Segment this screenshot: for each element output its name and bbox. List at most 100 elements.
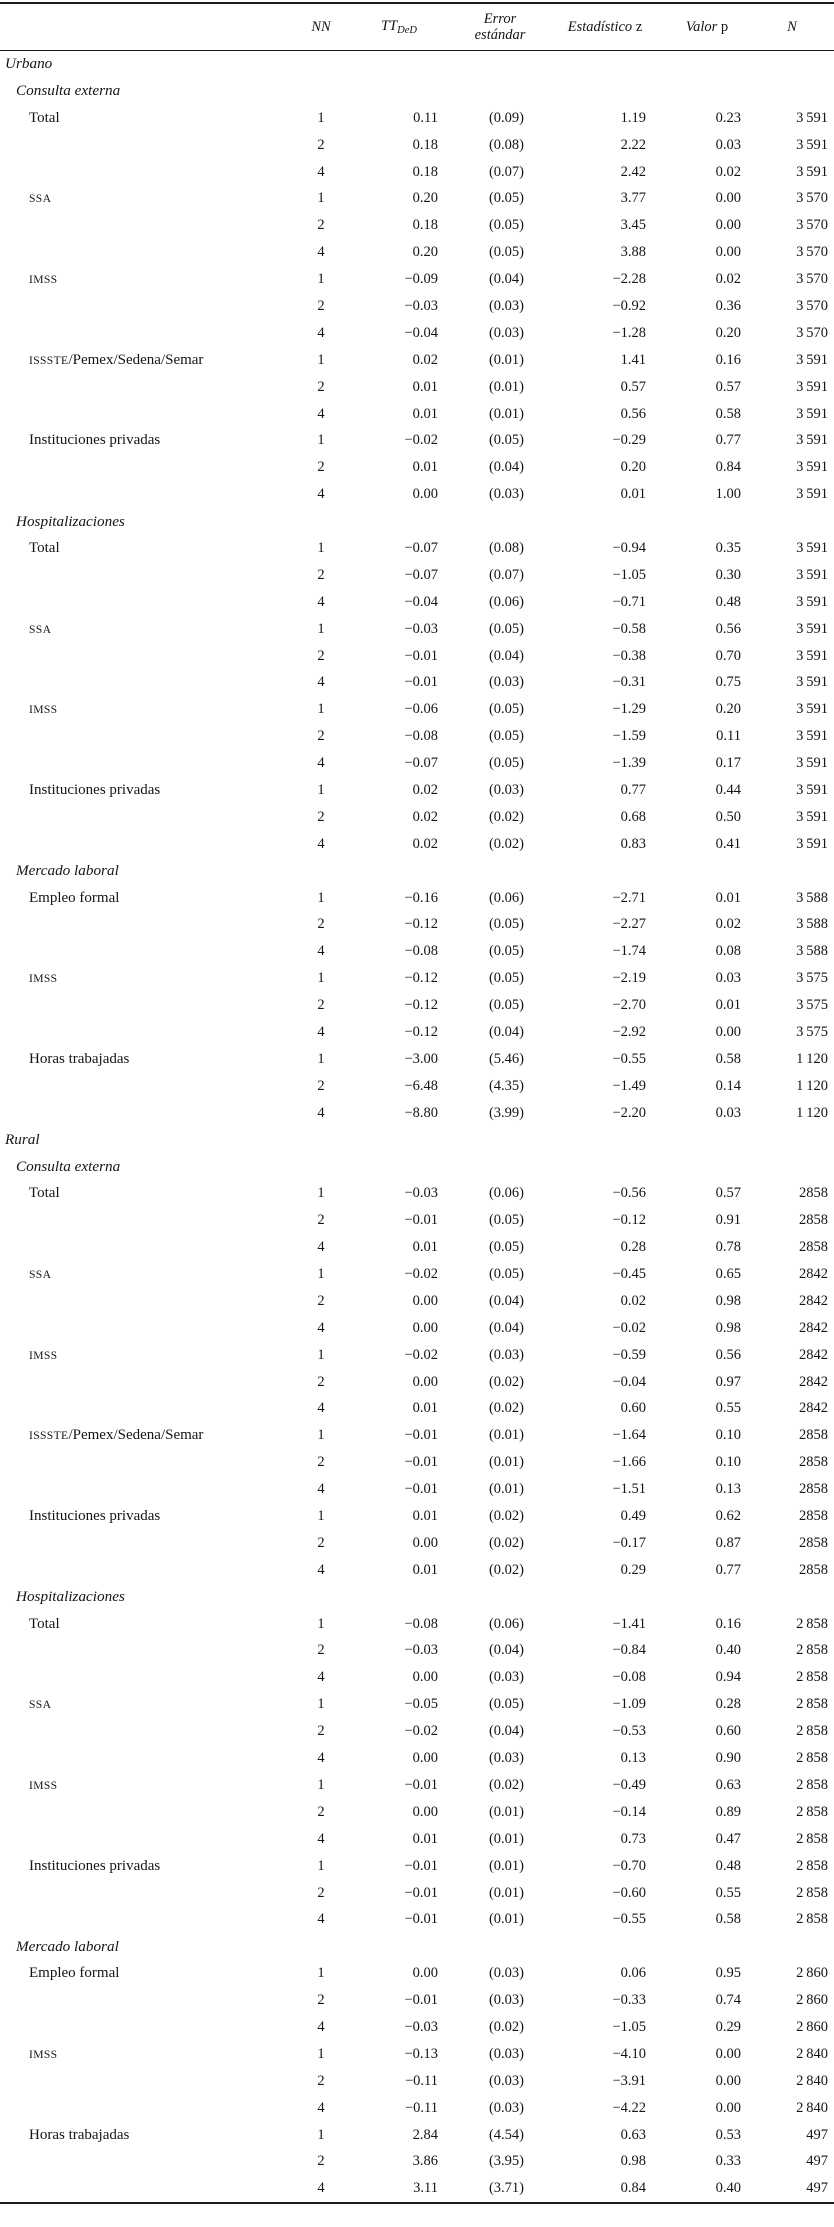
row-label: Total	[0, 535, 298, 562]
subsection-row: Mercado laboral	[0, 858, 834, 885]
cell-n: 3 591	[796, 781, 828, 798]
cell-nn: 2	[317, 297, 325, 314]
cell-se: (0.02)	[488, 1561, 524, 1578]
cell-z: −0.38	[612, 647, 646, 664]
table-row: 2 0.00 (0.02) −0.17 0.87 2858	[0, 1530, 834, 1557]
cell-nn: 4	[317, 1239, 325, 1256]
cell-tt: −0.03	[404, 1185, 438, 1202]
cell-z: −2.92	[612, 1024, 646, 1040]
row-label-text: /Pemex/Sedena/Semar	[68, 1427, 204, 1444]
cell-tt: −0.01	[404, 1427, 438, 1444]
cell-nn: 2	[317, 1534, 325, 1551]
cell-tt: −0.11	[404, 2099, 438, 2116]
cell-z: −0.12	[612, 1212, 646, 1229]
cell-p: 0.03	[715, 136, 741, 153]
row-label: SSA	[0, 1261, 298, 1288]
cell-n: 2858	[799, 1212, 828, 1229]
cell-p: 0.58	[715, 1911, 741, 1928]
cell-p: 1.00	[715, 486, 741, 503]
cell-p: 0.56	[715, 1346, 741, 1363]
table-row: 2 −0.01 (0.05) −0.12 0.91 2858	[0, 1207, 834, 1234]
cell-se: (0.03)	[488, 1750, 524, 1767]
cell-n: 2 860	[796, 2018, 828, 2035]
cell-n: 2858	[799, 1508, 828, 1525]
cell-p: 0.97	[715, 1373, 741, 1390]
row-label	[0, 1100, 298, 1127]
cell-p: 0.02	[715, 271, 741, 288]
cell-tt: −0.01	[404, 647, 438, 664]
row-label-text: Instituciones privadas	[29, 1857, 161, 1874]
cell-se: (0.01)	[488, 1857, 524, 1874]
cell-tt: −3.00	[404, 1050, 438, 1067]
cell-n: 2858	[799, 1239, 828, 1256]
cell-z: −1.28	[612, 324, 646, 341]
cell-se: (0.09)	[488, 109, 524, 126]
cell-z: 0.49	[620, 1508, 646, 1525]
row-label: IMSS	[0, 965, 298, 992]
cell-p: 0.87	[715, 1534, 741, 1551]
cell-p: 0.77	[715, 432, 741, 449]
cell-n: 2 858	[796, 1857, 828, 1874]
cell-p: 0.20	[715, 324, 741, 341]
table-row: 2 −0.12 (0.05) −2.27 0.02 3 588	[0, 912, 834, 939]
header-z-symbol: z	[635, 18, 643, 35]
cell-se: (0.02)	[488, 1776, 524, 1793]
table-row: 4 3.11 (3.71) 0.84 0.40 497	[0, 2175, 834, 2203]
header-error-line1: Error	[483, 10, 517, 27]
cell-nn: 4	[317, 244, 325, 261]
cell-n: 2858	[799, 1561, 828, 1578]
cell-nn: 2	[317, 728, 325, 745]
cell-p: 0.14	[715, 1077, 741, 1094]
cell-n: 3 588	[796, 943, 828, 960]
cell-n: 2842	[799, 1292, 828, 1309]
row-label	[0, 293, 298, 320]
cell-se: (0.03)	[488, 1346, 524, 1363]
cell-se: (0.03)	[488, 2099, 524, 2116]
cell-z: −2.20	[612, 1104, 646, 1121]
cell-z: 0.57	[620, 378, 646, 395]
row-label: Instituciones privadas	[0, 427, 298, 454]
row-label-text: Total	[29, 1615, 60, 1632]
cell-nn: 2	[317, 1992, 325, 2009]
row-label	[0, 2068, 298, 2095]
row-label	[0, 1557, 298, 1584]
cell-p: 0.48	[715, 593, 741, 610]
row-label-text: IMSS	[29, 972, 58, 986]
cell-se: (0.05)	[488, 1239, 524, 1256]
cell-n: 2 858	[796, 1669, 828, 1686]
cell-se: (4.54)	[488, 2126, 524, 2143]
cell-se: (0.04)	[488, 271, 524, 288]
cell-nn: 1	[317, 1346, 325, 1363]
cell-tt: 0.00	[412, 1750, 438, 1767]
cell-z: 0.56	[620, 405, 646, 422]
cell-z: −0.33	[612, 1992, 646, 2009]
cell-tt: −0.02	[404, 1723, 438, 1740]
cell-n: 2 840	[796, 2072, 828, 2089]
cell-se: (0.04)	[488, 1723, 524, 1740]
cell-z: −2.71	[612, 889, 646, 906]
cell-z: −0.53	[612, 1723, 646, 1740]
cell-n: 2 858	[796, 1750, 828, 1767]
cell-tt: 0.18	[412, 136, 438, 153]
row-label: IMSS	[0, 266, 298, 293]
cell-tt: −0.01	[404, 1884, 438, 1901]
cell-se: (0.03)	[488, 486, 524, 503]
cell-n: 497	[806, 2153, 828, 2170]
cell-p: 0.53	[715, 2126, 741, 2143]
cell-p: 0.35	[715, 539, 741, 556]
cell-p: 0.29	[715, 2018, 741, 2035]
cell-tt: −0.05	[404, 1696, 438, 1713]
cell-p: 0.30	[715, 566, 741, 583]
section-row-label: Rural	[5, 1131, 40, 1149]
cell-tt: −0.03	[404, 1642, 438, 1659]
cell-nn: 1	[317, 190, 325, 207]
table-row: 4 −0.03 (0.02) −1.05 0.29 2 860	[0, 2014, 834, 2041]
row-label: Total	[0, 1180, 298, 1207]
cell-tt: −0.01	[404, 674, 438, 691]
cell-tt: −0.03	[404, 2018, 438, 2035]
cell-nn: 4	[317, 1481, 325, 1498]
cell-se: (3.71)	[488, 2180, 524, 2197]
cell-n: 2842	[799, 1400, 828, 1417]
row-label: Empleo formal	[0, 1960, 298, 1987]
row-label	[0, 1638, 298, 1665]
